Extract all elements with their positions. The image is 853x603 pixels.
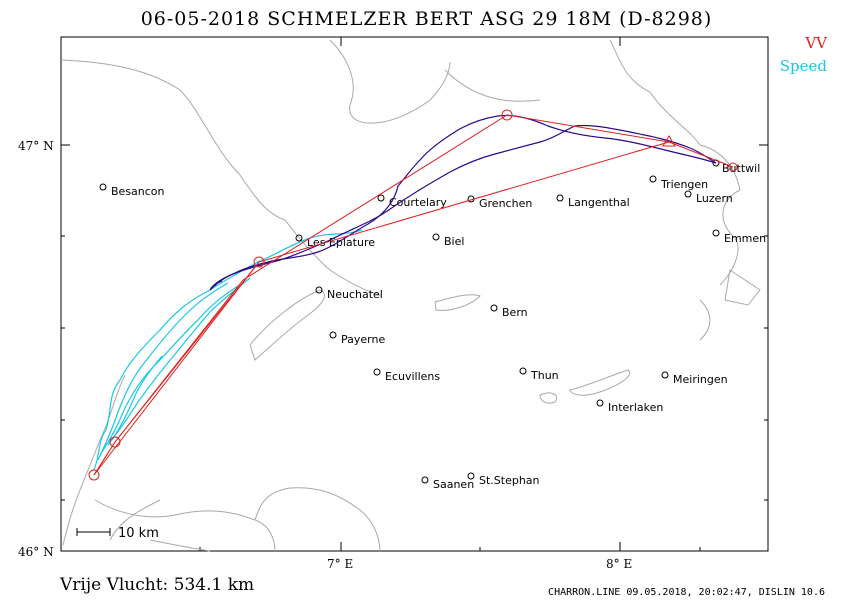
town-besancon: Besancon <box>111 185 165 198</box>
legend-speed: Speed <box>779 57 827 75</box>
flight-title: 06-05-2018 SCHMELZER BERT ASG 29 18M (D-… <box>140 8 713 30</box>
town-emmen: Emmen <box>724 232 766 245</box>
town-luzern: Luzern <box>696 192 733 205</box>
scale-label: 10 km <box>118 526 159 541</box>
lon-label-8: 8° E <box>606 557 632 571</box>
town-triengen: Triengen <box>660 178 708 191</box>
free-flight-distance: Vrije Vlucht: 534.1 km <box>60 575 255 595</box>
town-meiringen: Meiringen <box>673 373 728 386</box>
town-buttwil: Buttwil <box>722 162 760 175</box>
town-langenthal: Langenthal <box>568 196 630 209</box>
town-thun: Thun <box>530 369 559 382</box>
lat-label-47: 47° N <box>18 139 54 153</box>
axis-ticks <box>61 37 768 552</box>
town-saanen: Saanen <box>433 478 474 491</box>
turnpoint-markers <box>88 109 738 481</box>
town-grenchen: Grenchen <box>479 197 532 210</box>
lon-label-7: 7° E <box>327 557 353 571</box>
legend-vv: VV <box>805 34 827 52</box>
town-payerne: Payerne <box>341 333 385 346</box>
town-markers <box>99 159 720 484</box>
town-interlaken: Interlaken <box>608 401 663 414</box>
scale-bar <box>76 528 111 536</box>
lat-label-46: 46° N <box>18 545 54 559</box>
footer-credit: CHARRON.LINE 09.05.2018, 20:02:47, DISLI… <box>548 587 825 598</box>
town-courtelary: Courtelary <box>389 196 447 209</box>
terrain-contours <box>60 39 761 552</box>
town-ecuvillens: Ecuvillens <box>385 370 440 383</box>
town-neuchatel: Neuchatel <box>327 288 383 301</box>
town-bern: Bern <box>502 306 528 319</box>
town-les-eplature: Les Eplature <box>307 236 375 249</box>
town-biel: Biel <box>444 235 464 248</box>
flight-track <box>209 114 717 291</box>
task-lines <box>93 114 734 476</box>
speed-track <box>93 229 363 471</box>
map-frame <box>60 36 769 552</box>
town-st-stephan: St.Stephan <box>479 474 540 487</box>
